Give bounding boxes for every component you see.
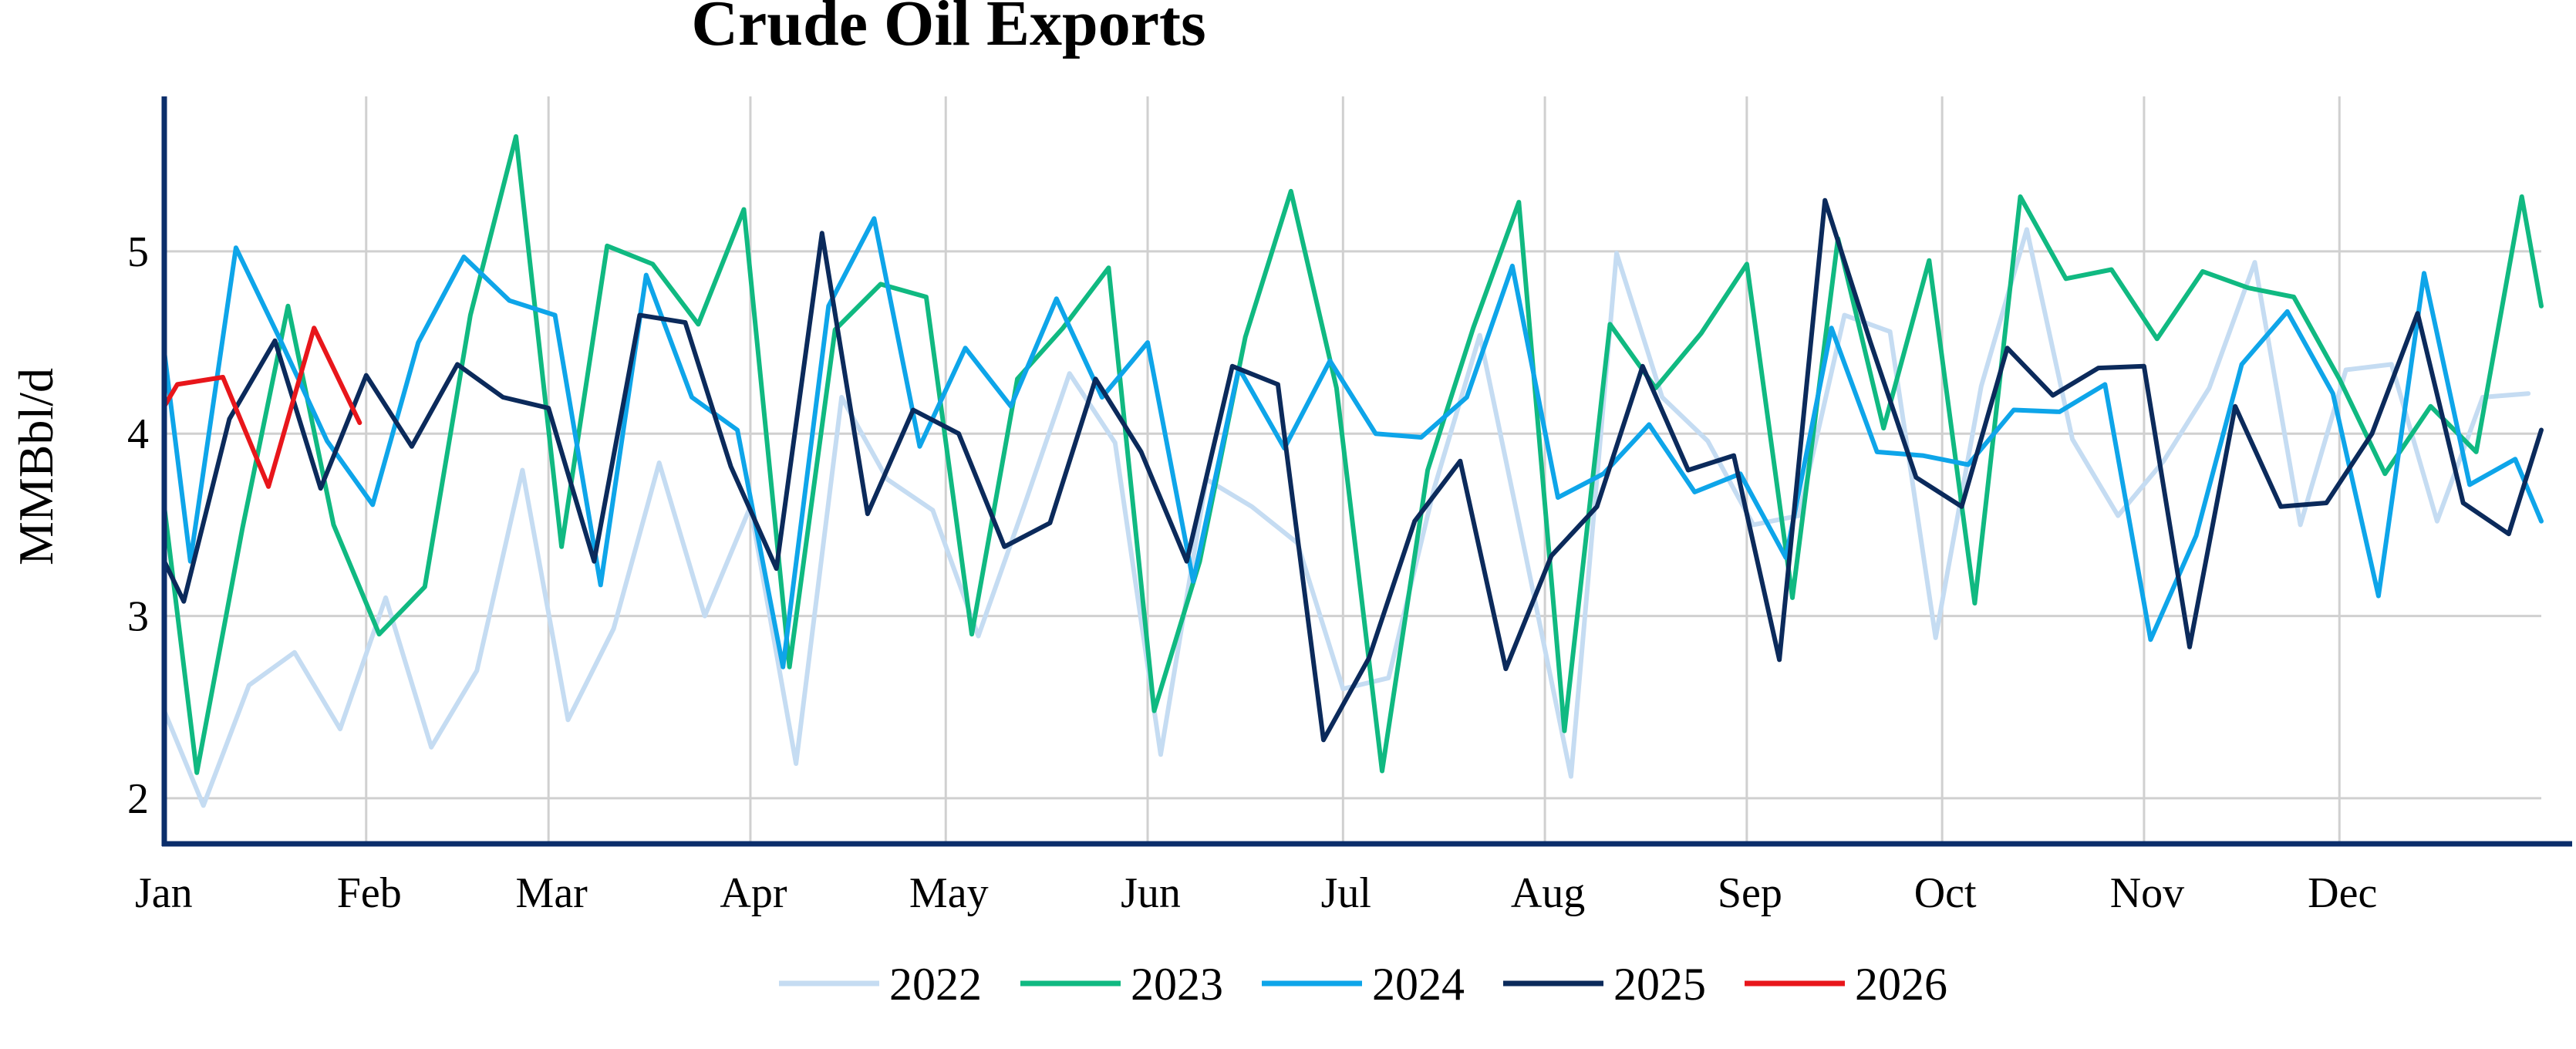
- legend-label-2023: 2023: [1131, 959, 1223, 1010]
- y-tick-label: 2: [127, 775, 149, 823]
- tick-labels: 2 3 4 5 Jan Feb Mar Apr May Jun Jul Aug Sep Oct Nov Dec: [127, 228, 2377, 917]
- series-lines: [162, 134, 2544, 808]
- x-tick-label: Dec: [2308, 869, 2377, 917]
- x-tick-label: Sep: [1718, 869, 1782, 917]
- y-tick-label: 4: [127, 410, 149, 458]
- chart-title: Crude Oil Exports: [691, 0, 1205, 59]
- x-tick-label: Feb: [337, 869, 402, 917]
- y-tick-label: 3: [127, 593, 149, 641]
- series-line-2026: [162, 325, 362, 489]
- x-tick-label: Jul: [1321, 869, 1371, 917]
- legend-label-2022: 2022: [889, 959, 982, 1010]
- axes: [161, 96, 2572, 847]
- x-tick-label: Jun: [1121, 869, 1181, 917]
- x-tick-label: Nov: [2110, 869, 2184, 917]
- legend-label-2026: 2026: [1855, 959, 1947, 1010]
- legend-label-2024: 2024: [1372, 959, 1465, 1010]
- series-line-2023: [162, 134, 2544, 775]
- series-line-2025: [162, 197, 2544, 743]
- legend: 2022 2023 2024 2025 2026: [779, 959, 1947, 1010]
- legend-label-2025: 2025: [1613, 959, 1706, 1010]
- gridlines: [164, 96, 2541, 844]
- x-tick-label: Mar: [516, 869, 588, 917]
- y-tick-label: 5: [127, 228, 149, 276]
- y-axis-label: MMBbl/d: [8, 368, 63, 565]
- x-tick-label: May: [909, 869, 989, 917]
- x-tick-label: Apr: [720, 869, 787, 917]
- x-tick-label: Oct: [1914, 869, 1977, 917]
- series-line-2022: [162, 227, 2531, 808]
- series-line-2024: [162, 216, 2544, 670]
- x-tick-label: Aug: [1511, 869, 1585, 917]
- x-tick-label: Jan: [135, 869, 193, 917]
